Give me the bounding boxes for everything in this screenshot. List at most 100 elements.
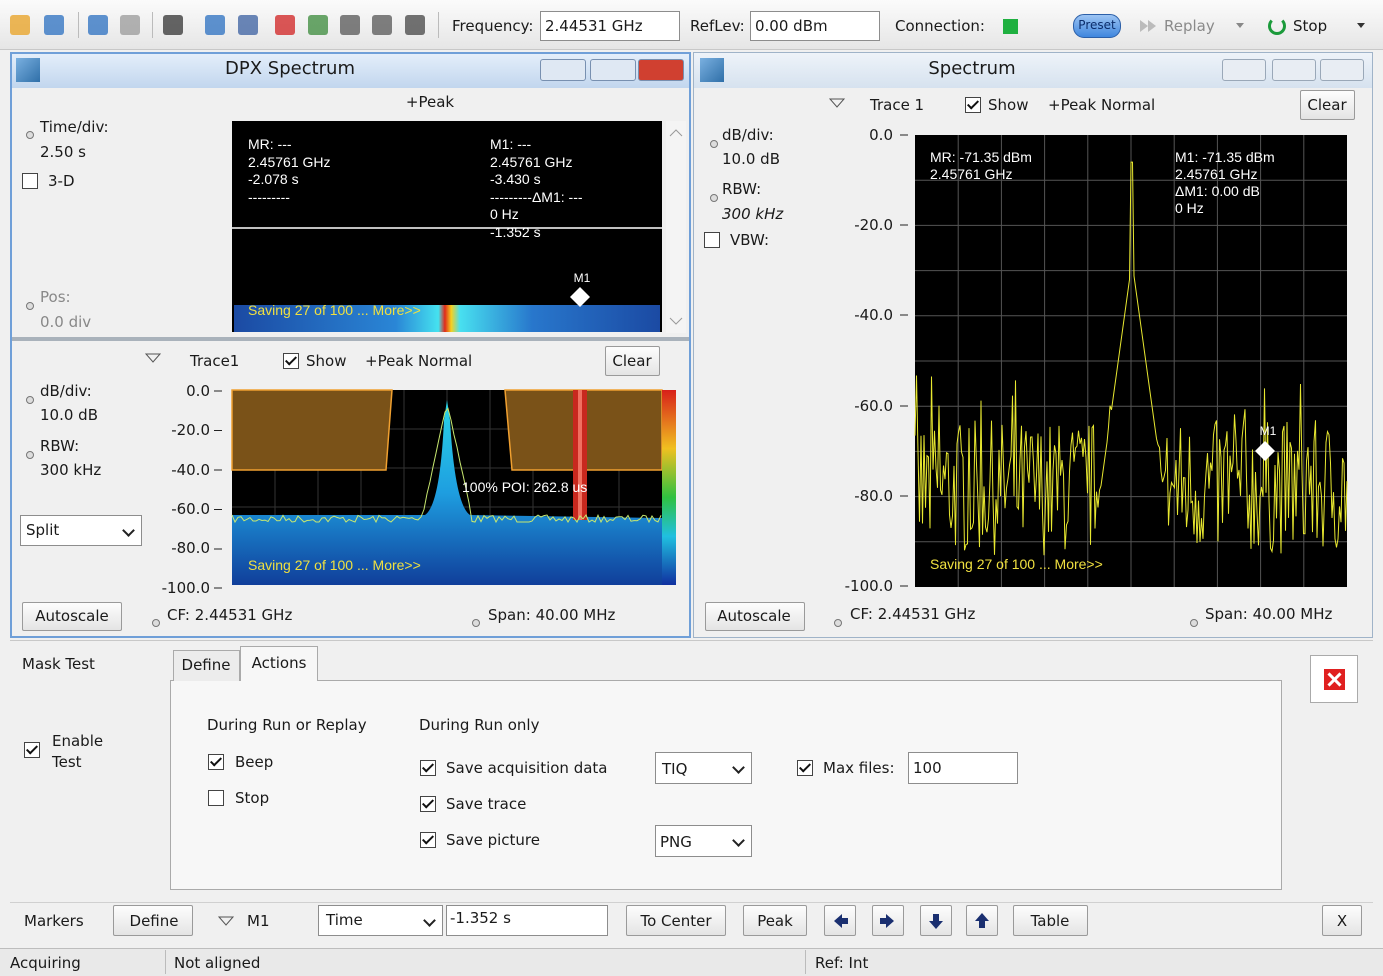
connection-label: Connection: (895, 17, 985, 35)
trace: Trace1 (190, 352, 240, 370)
peak-button[interactable] (743, 905, 807, 936)
define[interactable]: Define (129, 912, 179, 930)
toolbar-icon[interactable] (10, 15, 30, 35)
collapse-icon (217, 916, 235, 926)
stop[interactable]: Stop (1293, 17, 1328, 35)
trace-mode: +Peak Normal (1048, 96, 1156, 114)
saving: Saving 27 of 100 ... More>> (930, 556, 1103, 572)
spin-icon (710, 140, 718, 148)
window-button[interactable] (638, 59, 684, 81)
autoscale[interactable]: Autoscale (35, 607, 109, 625)
autoscale-button[interactable] (22, 602, 122, 631)
checkbox[interactable] (797, 760, 813, 776)
toolbar-icon[interactable] (405, 15, 425, 35)
checkbox[interactable] (704, 232, 720, 248)
window-button[interactable] (1320, 59, 1364, 81)
checkbox[interactable] (208, 790, 224, 806)
frequency-input[interactable] (540, 11, 680, 41)
line[interactable]: Define (181, 656, 231, 674)
clear[interactable]: Clear (612, 352, 652, 370)
frequency-label: Frequency: (452, 17, 534, 35)
define-button[interactable] (113, 905, 193, 936)
marker-arrow-button[interactable] (966, 905, 998, 936)
toolbar-icon[interactable] (372, 15, 392, 35)
toolbar-icon[interactable] (308, 15, 328, 35)
line[interactable]: Actions (251, 654, 307, 672)
marker: M1 (1259, 424, 1277, 438)
autoscale[interactable]: Autoscale (717, 607, 791, 625)
marker-value-input[interactable] (446, 905, 608, 936)
replay[interactable]: Replay (1164, 17, 1215, 35)
checkbox[interactable] (420, 760, 436, 776)
to-center-button[interactable] (626, 905, 726, 936)
preset[interactable]: Preset (1078, 18, 1116, 32)
state: Acquiring (10, 954, 81, 972)
y-tick-label: -80.0 (854, 486, 893, 505)
clear[interactable]: Clear (1307, 96, 1347, 114)
checkbox[interactable] (420, 832, 436, 848)
acquisition-format-select[interactable] (655, 752, 752, 784)
close[interactable]: X (1336, 912, 1348, 930)
close-markers-button[interactable] (1322, 905, 1362, 936)
preset-button[interactable] (1073, 14, 1121, 38)
mr-readout: --------- (248, 188, 290, 205)
tab-active[interactable] (240, 646, 318, 681)
autoscale-button[interactable] (705, 602, 805, 631)
title: Mask Test (22, 655, 95, 673)
y-tick-label: -80.0 (171, 539, 210, 558)
display[interactable]: Split (26, 521, 60, 539)
table[interactable]: Table (1030, 912, 1070, 930)
checkbox[interactable] (965, 97, 981, 113)
y-tick-label: -100.0 (844, 577, 893, 595)
y-tick-label: 0.0 (869, 126, 893, 144)
poi-bar-core (578, 390, 582, 520)
clear-button[interactable] (605, 346, 660, 376)
m1-readout: -3.430 s (490, 171, 541, 187)
status-separator (165, 950, 166, 974)
checkbox[interactable] (208, 754, 224, 770)
spectrum-trace (914, 161, 1348, 556)
toolbar-icon[interactable] (340, 15, 360, 35)
checkbox[interactable] (24, 742, 40, 758)
y-tick-label: -20.0 (854, 216, 893, 235)
save-acquisition: Save acquisition data (446, 759, 608, 777)
marker-mode-select[interactable] (318, 905, 443, 936)
toolbar-icon[interactable] (163, 15, 183, 35)
rbw: 300 kHz (722, 205, 784, 223)
window-button[interactable] (590, 59, 636, 81)
toolbar-icon[interactable] (88, 15, 108, 35)
reflev-input[interactable] (750, 11, 880, 41)
checkbox[interactable] (22, 173, 38, 189)
mr-readout: 2.45761 GHz (248, 153, 331, 170)
toolbar-icon[interactable] (205, 15, 225, 35)
tab[interactable] (173, 650, 240, 681)
picture-format-select[interactable] (655, 825, 752, 857)
picture-format: PNG (660, 833, 692, 851)
replay-icon (1140, 20, 1156, 32)
max-files-input[interactable] (908, 752, 1018, 784)
reflev-label: RefLev: (690, 17, 745, 35)
saving: Saving 27 of 100 ... More>> (248, 302, 421, 318)
spin-icon (152, 619, 160, 627)
toolbar-icon[interactable] (275, 15, 295, 35)
y-tick-label: -40.0 (171, 460, 210, 479)
scroll-arrow (669, 317, 683, 325)
toolbar-icon[interactable] (120, 15, 140, 35)
checkbox[interactable] (283, 353, 299, 369)
window-button[interactable] (1222, 59, 1266, 81)
db-div: 10.0 dB (722, 150, 780, 168)
max-files: 100 (913, 759, 942, 777)
window-button[interactable] (540, 59, 586, 81)
display-select[interactable] (20, 515, 142, 546)
checkbox[interactable] (420, 796, 436, 812)
toolbar-icon[interactable] (44, 15, 64, 35)
mr-readout: -2.078 s (248, 171, 299, 187)
table-button[interactable] (1013, 905, 1088, 936)
y-tick-label: -20.0 (171, 421, 210, 440)
toolbar-icon[interactable] (238, 15, 258, 35)
window-button[interactable] (1272, 59, 1316, 81)
clear-button[interactable] (1300, 90, 1355, 120)
to-center[interactable]: To Center (640, 912, 712, 930)
peak[interactable]: Peak (757, 912, 793, 930)
during-run-or-replay: During Run or Replay (207, 716, 367, 734)
